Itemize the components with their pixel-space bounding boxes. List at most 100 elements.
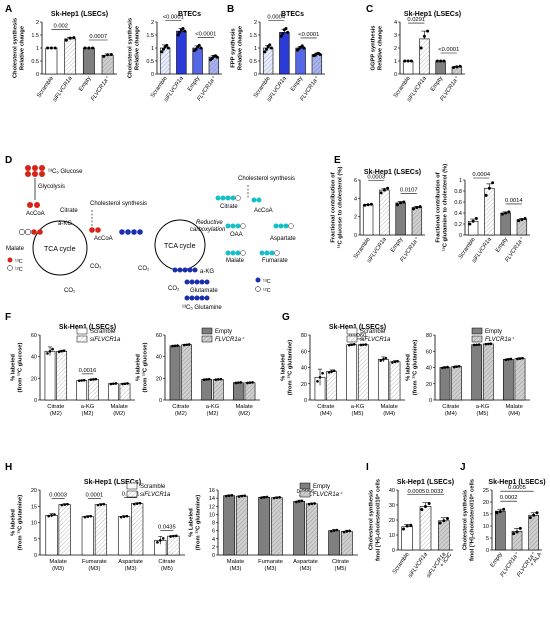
p-value-label: 0.0002 [500,495,518,501]
bar [295,47,306,75]
y-tick-label: 20 [156,376,162,382]
bar-hatch [451,366,462,400]
data-point [342,530,346,534]
x-tick-label: Malate [380,404,397,410]
y-tick-label: 20 [389,518,395,524]
data-point [175,534,178,538]
data-point [382,188,386,192]
citrate-left-label: Citrate [60,208,78,214]
x-tick-label: Empty [495,237,509,254]
glutamate-label: Glutamate [190,288,218,294]
data-point [89,378,93,381]
x-tick-label: Malate [49,559,66,565]
data-point [507,210,511,214]
legend-label: Empty [485,329,502,335]
bar-hatch [419,38,430,74]
y-axis-label: ¹³C glutamine to cholesterol (%) [442,164,449,251]
reductive-label: Reductive [196,220,223,226]
legend-12c-left: ¹²C [15,267,23,273]
y-tick-label: 0 [254,72,257,78]
bar-hatch [483,343,494,400]
y-tick-label: 0 [394,72,397,78]
chart-e2: 0 0.2 0.4 0.6 0.8 1 Fractional contribution of… [436,164,530,264]
data-point [471,219,475,223]
data-point [138,501,142,505]
data-point [446,517,449,520]
legend-label: FLVCR1a⁺ [485,336,515,343]
data-point [46,352,49,355]
y-tick-label: 0 [159,398,162,404]
x-tick-label: (M4) [508,411,520,417]
legend-label: Scramble [360,329,386,335]
bar [293,501,306,556]
x-tick-label: (M4) [320,411,332,417]
bar-hatch [341,531,353,555]
x-tick-label: (M4) [445,411,457,417]
data-point [64,38,68,42]
data-point [475,343,478,347]
panel-letter-j: J [460,462,466,473]
legend-swatch [76,327,88,335]
data-point [532,513,536,517]
data-point [96,503,100,507]
y-axis-label: % labeled [406,354,412,381]
y-tick-label: 30 [389,503,395,509]
akg-right-label: a-KG [200,269,214,275]
data-point [350,343,353,347]
bar [471,344,483,401]
data-point [415,206,419,209]
y-tick-label: 16 [209,488,215,494]
data-point [363,203,367,207]
data-point [159,539,162,542]
p-value-label: 0.0007 [89,34,107,40]
data-point [194,47,198,51]
chart-g1: 0 20 40 60 80 % labeled (from ¹³C glutamine) Sk… [281,324,405,417]
legend: Scramble siFLVCR1a [346,327,391,343]
p-value-label: 0.0016 [79,368,97,374]
y-tick-label: 15 [31,504,37,510]
bar-hatch [271,497,283,555]
bar-hatch [484,188,495,235]
bar [45,515,58,556]
chart-title: BTECs [281,11,304,18]
bar [176,30,187,75]
data-point [205,378,208,381]
data-point [443,366,447,369]
data-point [156,541,159,544]
y-tick-label: 5 [34,537,37,543]
bar [45,47,58,75]
x-tick-label: (M5) [352,411,364,417]
bar [201,379,213,401]
data-point [364,343,368,346]
tca-cycle-left [32,220,88,276]
x-tick-label: Citrate [172,404,189,410]
x-tick-label: (M3) [125,566,137,572]
legend-swatch [471,327,483,335]
data-point [528,516,532,520]
x-tick-label: (M3) [88,566,100,572]
y-axis-label: Cholesterol synthesis [369,490,375,550]
data-point [214,378,218,381]
data-point [123,382,127,386]
chart-i: 0 10 20 30 40 Cholesterol synthesis fmol [³H]-… [369,479,455,579]
data-point [484,342,488,346]
y-tick-label: 60 [426,349,432,355]
data-point [132,502,136,506]
data-point [112,382,115,386]
glutamine-label: ¹³C₅ Glutamine [182,305,222,311]
data-point [77,379,81,383]
data-point [332,529,336,532]
data-point [509,357,513,361]
y-axis-label: fmol [³H]-cholesterol/10⁶ cells [469,479,476,561]
data-point [126,382,129,385]
y-tick-label: 5 [486,536,489,542]
data-point [109,53,113,56]
data-point [246,381,249,385]
y-tick-label: 1 [394,59,397,65]
y-tick-label: 0 [304,398,307,404]
data-point [49,46,53,50]
data-point [48,349,52,353]
x-tick-label: Citrate [158,559,175,565]
data-point [523,217,527,220]
